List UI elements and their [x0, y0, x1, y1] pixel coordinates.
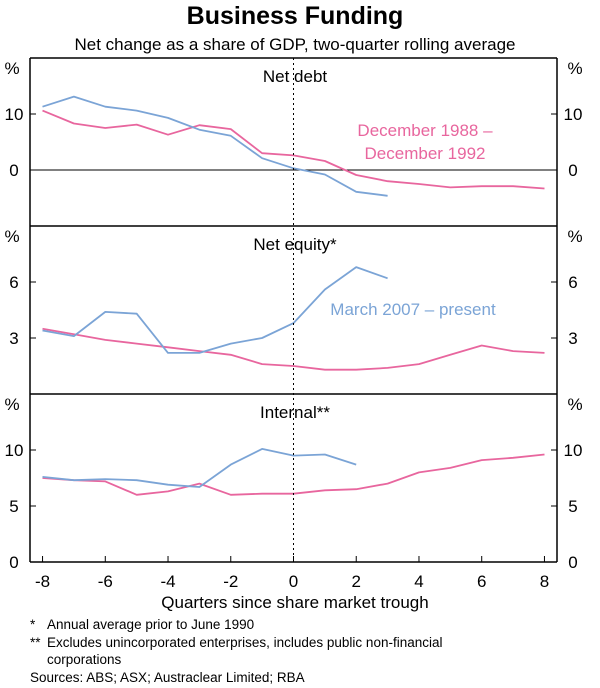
y-tick-label-left: 10 — [5, 105, 24, 124]
unit-label-left: % — [4, 227, 19, 246]
series-line-series_2007 — [42, 447, 357, 488]
chart-title: Business Funding — [187, 2, 404, 30]
panel-title: Net equity* — [253, 235, 337, 254]
x-tick-label: 2 — [352, 572, 361, 591]
footnote-text: corporations — [47, 652, 122, 667]
y-tick-label-right: 10 — [564, 441, 583, 460]
unit-label-right: % — [567, 59, 582, 78]
footnotes: * Annual average prior to June 1990 ** Excl… — [30, 617, 442, 685]
x-tick-label: -8 — [35, 572, 50, 591]
y-tick-label-left: 0 — [9, 161, 18, 180]
x-tick-label: 0 — [289, 572, 298, 591]
series-annotation: December 1992 — [365, 144, 486, 163]
panel-1: 0 0 10 10% % Net debt December 1988 – December … — [4, 57, 583, 197]
y-tick-label-left: 0 — [9, 553, 18, 572]
x-axis-label: Quarters since share market trough — [161, 593, 428, 612]
y-tick-label-right: 5 — [568, 497, 577, 516]
x-tick-label: -6 — [98, 572, 113, 591]
footnote-text: Excludes unincorporated enterprises, inc… — [47, 635, 442, 650]
y-tick-label-left: 10 — [5, 441, 24, 460]
footnote-marker: * — [30, 617, 36, 632]
panel-title: Internal** — [260, 403, 330, 422]
x-tick-label: -4 — [160, 572, 175, 591]
series-annotation: March 2007 – present — [330, 300, 496, 319]
y-tick-label-right: 10 — [564, 105, 583, 124]
y-tick-label-right: 6 — [568, 273, 577, 292]
x-tick-label: -2 — [223, 572, 238, 591]
y-tick-label-right: 0 — [568, 161, 577, 180]
panel-2: 3 3 6 6% % Net equity* March 2007 – present — [4, 225, 583, 371]
series-line-series_2007 — [42, 95, 388, 197]
y-tick-label-left: 5 — [9, 497, 18, 516]
unit-label-left: % — [4, 395, 19, 414]
footnote-marker: ** — [30, 635, 41, 650]
y-tick-label-left: 3 — [9, 329, 18, 348]
sources-text: Sources: ABS; ASX; Austraclear Limited; … — [30, 670, 305, 685]
series-line-series_2007 — [42, 266, 388, 354]
y-tick-label-right: 0 — [568, 553, 577, 572]
series-line-series_1988 — [42, 327, 545, 371]
series-line-series_1988 — [42, 109, 545, 190]
unit-label-right: % — [567, 395, 582, 414]
unit-label-left: % — [4, 59, 19, 78]
x-tick-label: 4 — [414, 572, 423, 591]
x-axis: -8 -6 -4 -2 0 2 4 6 8 — [29, 58, 558, 591]
y-tick-label-right: 3 — [568, 329, 577, 348]
series-annotation: December 1988 – — [357, 121, 493, 140]
chart-subtitle: Net change as a share of GDP, two-quarte… — [75, 35, 516, 54]
footnote-text: Annual average prior to June 1990 — [47, 617, 254, 632]
y-tick-label-left: 6 — [9, 273, 18, 292]
x-tick-label: 6 — [477, 572, 486, 591]
unit-label-right: % — [567, 227, 582, 246]
panel-title: Net debt — [263, 67, 328, 86]
x-tick-label: 8 — [540, 572, 549, 591]
